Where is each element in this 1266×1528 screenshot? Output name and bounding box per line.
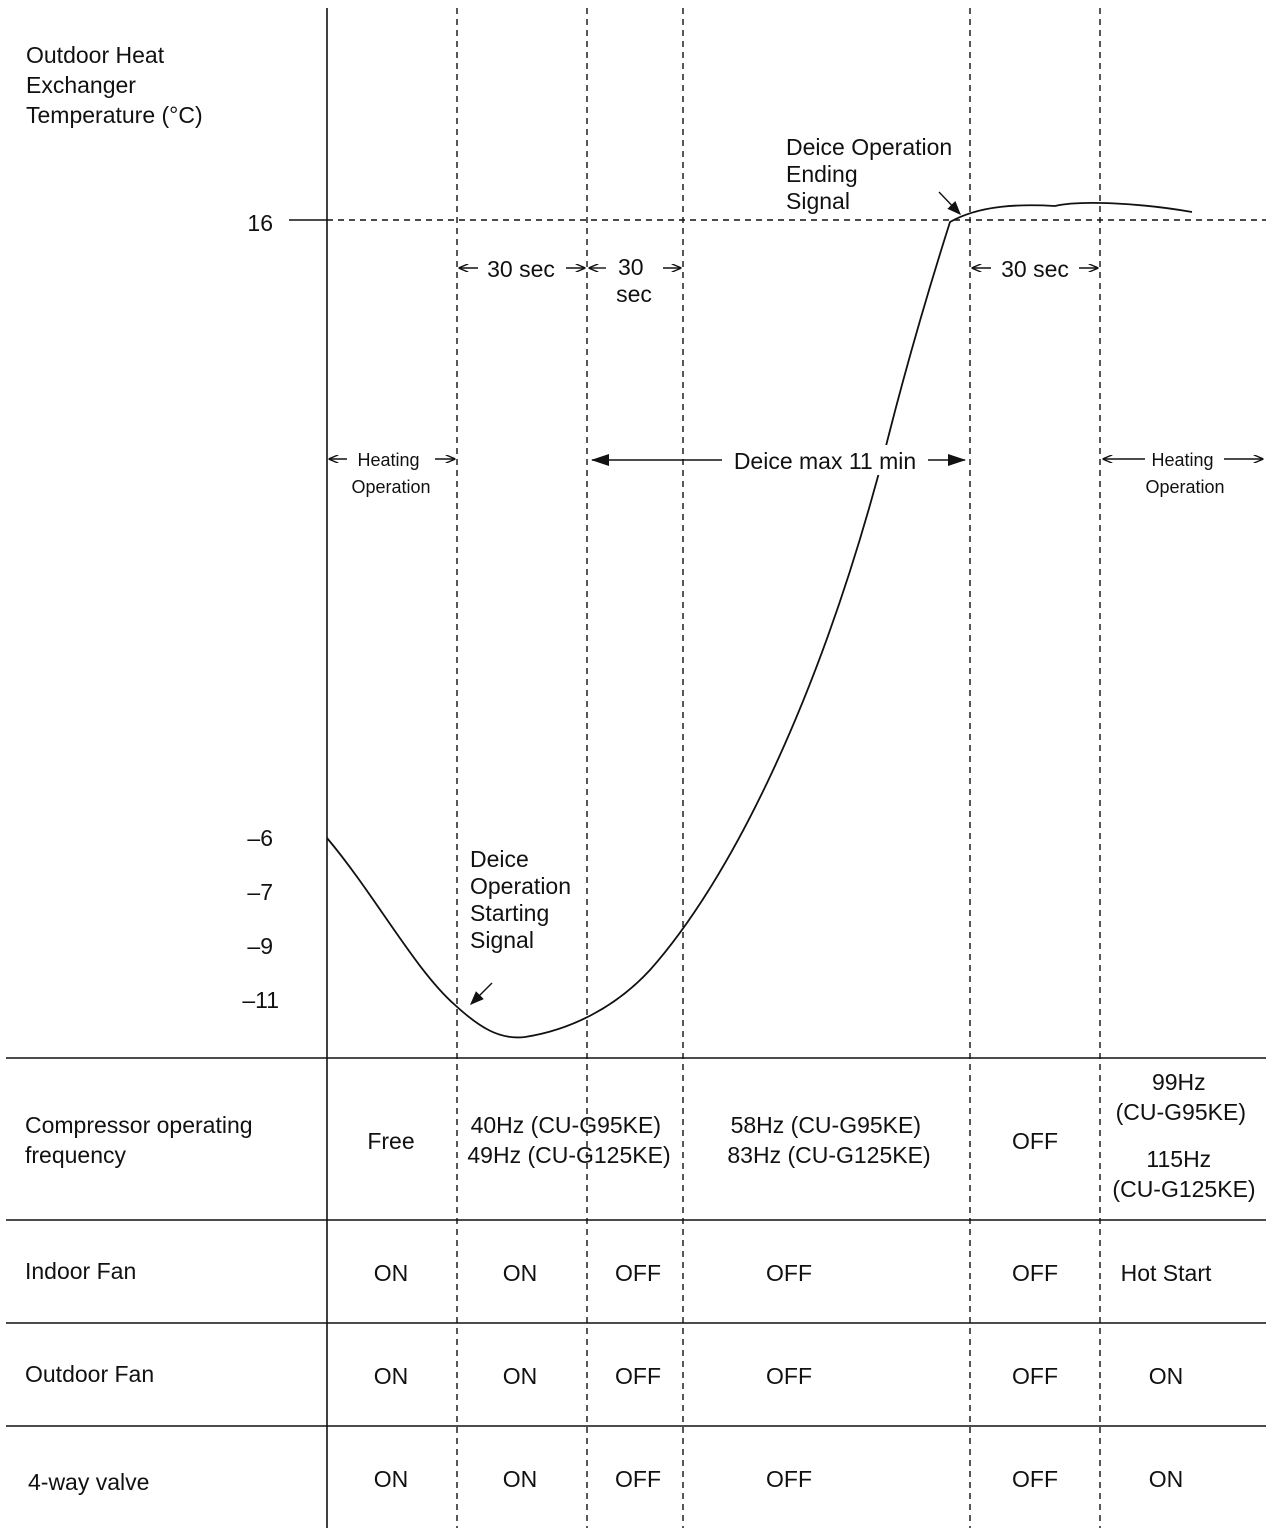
tick-label: –9	[247, 933, 273, 959]
heating-operation-left-label: Heating Operation	[351, 450, 430, 497]
tick-label: –7	[247, 879, 273, 905]
outdoor-fan-value: OFF	[1012, 1363, 1058, 1389]
timing-3-label: 30 sec	[1001, 256, 1069, 282]
timing-2-label: 30 sec	[616, 254, 652, 307]
four-way-valve-value: ON	[503, 1466, 538, 1492]
outdoor-fan-label: Outdoor Fan	[25, 1361, 154, 1387]
compressor-col5: 99Hz (CU-G95KE) 115Hz (CU-G125KE)	[1112, 1069, 1255, 1202]
indoor-fan-value: Hot Start	[1121, 1260, 1212, 1286]
indoor-fan-value: OFF	[615, 1260, 661, 1286]
indoor-fan-value: OFF	[1012, 1260, 1058, 1286]
compressor-col1: Free	[367, 1128, 414, 1154]
tick-label: –11	[242, 987, 279, 1013]
tick-label: –6	[247, 825, 273, 851]
deice-max-label: Deice max 11 min	[734, 448, 916, 474]
deice-ending-arrow	[938, 191, 961, 216]
outdoor-fan-value: OFF	[766, 1363, 812, 1389]
indoor-fan-value: ON	[374, 1260, 409, 1286]
deice-starting-signal-label: Deice Operation Starting Signal	[470, 846, 577, 953]
four-way-valve-value: OFF	[615, 1466, 661, 1492]
timing-1-label: 30 sec	[487, 256, 555, 282]
tick-label: 16	[247, 210, 273, 236]
outdoor-fan-value: ON	[374, 1363, 409, 1389]
deice-max-label-bg	[724, 445, 926, 475]
deice-starting-arrow	[470, 982, 493, 1005]
four-way-valve-value: OFF	[1012, 1466, 1058, 1492]
four-way-valve-value: ON	[1149, 1466, 1184, 1492]
outdoor-fan-value: ON	[1149, 1363, 1184, 1389]
outdoor-fan-value: OFF	[615, 1363, 661, 1389]
compressor-col3: 58Hz (CU-G95KE) 83Hz (CU-G125KE)	[727, 1112, 930, 1168]
indoor-fan-value: ON	[503, 1260, 538, 1286]
four-way-valve-value: ON	[374, 1466, 409, 1492]
heating-operation-right-label: Heating Operation	[1145, 450, 1224, 497]
four-way-valve-value: OFF	[766, 1466, 812, 1492]
indoor-fan-value: OFF	[766, 1260, 812, 1286]
compressor-col4: OFF	[1012, 1128, 1058, 1154]
indoor-fan-label: Indoor Fan	[25, 1258, 136, 1284]
four-way-valve-label: 4-way valve	[28, 1469, 149, 1495]
outdoor-fan-value: ON	[503, 1363, 538, 1389]
compressor-row-label: Compressor operating frequency	[25, 1112, 259, 1168]
deice-ending-signal-label: Deice Operation Ending Signal	[786, 134, 959, 214]
compressor-col2: 40Hz (CU-G95KE) 49Hz (CU-G125KE)	[467, 1112, 670, 1168]
temperature-curve	[326, 201, 1193, 1039]
y-axis-label: Outdoor Heat Exchanger Temperature (°C)	[26, 42, 203, 128]
